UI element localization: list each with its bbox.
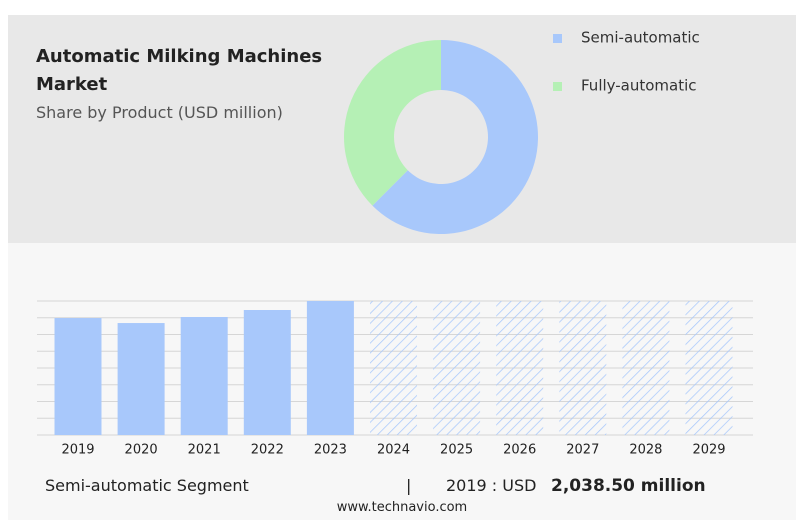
x-tick-label: 2022 bbox=[251, 443, 284, 458]
x-tick-label: 2021 bbox=[188, 443, 221, 458]
bar bbox=[54, 318, 102, 435]
legend-swatch bbox=[553, 34, 562, 43]
footer-site: www.technavio.com bbox=[336, 500, 468, 515]
x-tick-label: 2025 bbox=[440, 443, 473, 458]
forecast-placeholder bbox=[559, 301, 607, 435]
x-tick-label: 2024 bbox=[377, 443, 410, 458]
forecast-placeholder bbox=[433, 301, 481, 435]
bar bbox=[180, 317, 228, 435]
x-tick-label: 2028 bbox=[629, 443, 662, 458]
bar bbox=[243, 310, 291, 435]
bar bbox=[306, 301, 354, 435]
x-tick-label: 2029 bbox=[692, 443, 725, 458]
footer-separator: | bbox=[406, 476, 412, 495]
forecast-placeholder bbox=[370, 301, 417, 435]
footer-segment: Semi-automatic Segment bbox=[45, 476, 249, 495]
footer-value: 2,038.50 million bbox=[551, 476, 706, 496]
x-tick-label: 2027 bbox=[566, 443, 599, 458]
chart-subtitle: Share by Product (USD million) bbox=[36, 103, 283, 122]
footer-label: 2019 : USD bbox=[446, 476, 537, 495]
x-tick-label: 2026 bbox=[503, 443, 536, 458]
pie-segment bbox=[344, 40, 441, 206]
chart-title: Automatic Milking Machines Market bbox=[36, 46, 323, 95]
x-tick-label: 2023 bbox=[314, 443, 347, 458]
x-tick-label: 2019 bbox=[61, 443, 94, 458]
forecast-placeholder bbox=[496, 301, 544, 435]
x-tick-label: 2020 bbox=[125, 443, 158, 458]
pie-segment bbox=[372, 40, 539, 235]
bar bbox=[117, 323, 165, 435]
forecast-placeholder bbox=[685, 301, 733, 435]
forecast-placeholder bbox=[622, 301, 670, 435]
legend-label: Semi-automatic bbox=[581, 29, 700, 47]
legend-label: Fully-automatic bbox=[581, 77, 697, 95]
legend-swatch bbox=[553, 82, 562, 91]
